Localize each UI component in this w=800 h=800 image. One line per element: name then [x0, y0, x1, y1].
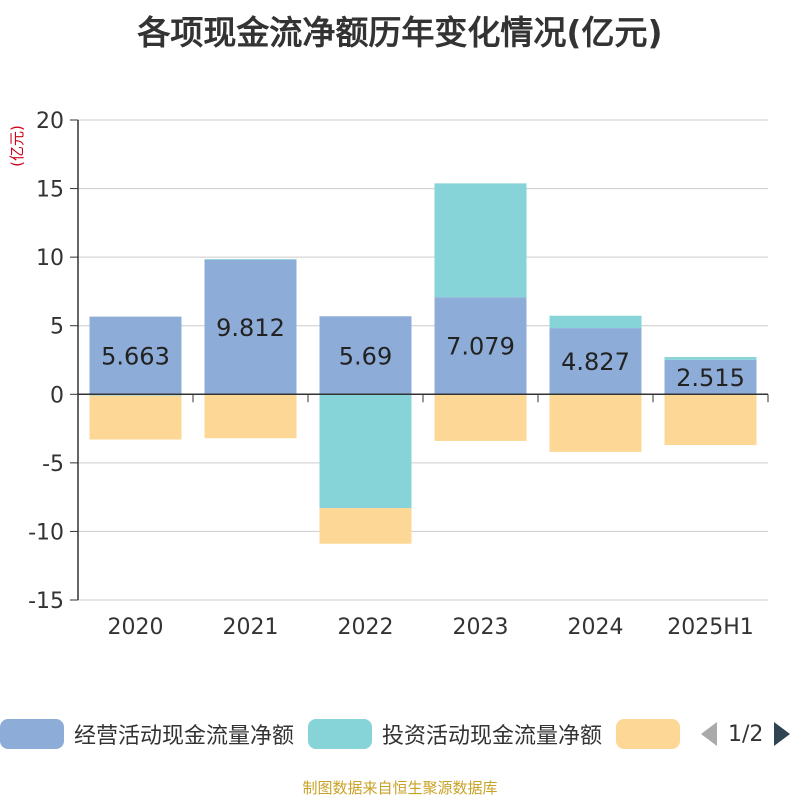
- bar-2021-series-2[interactable]: [204, 394, 297, 439]
- source-note: 制图数据来自恒生聚源数据库: [302, 779, 498, 797]
- legend-swatch-operating: [0, 719, 64, 749]
- bar-2022-series-2[interactable]: [319, 508, 412, 544]
- x-tick-label: 2023: [453, 615, 509, 640]
- bar-2024-series-0[interactable]: [549, 328, 642, 395]
- bars: [89, 183, 757, 544]
- legend-next-icon[interactable]: [773, 720, 791, 748]
- bar-2023-series-1[interactable]: [434, 183, 527, 298]
- data-label: 9.812: [216, 314, 285, 342]
- bar-2025H1-series-2[interactable]: [664, 394, 757, 446]
- y-axis-label: (亿元): [8, 125, 26, 167]
- legend-swatch-investing: [308, 719, 373, 749]
- legend-pager: 1/2: [700, 716, 791, 752]
- bar-2020-series-0[interactable]: [89, 316, 182, 395]
- x-tick-label: 2022: [338, 615, 394, 640]
- legend-label-operating: 经营活动现金流量净额: [74, 724, 295, 749]
- bar-2024-series-2[interactable]: [549, 394, 642, 452]
- legend-prev-icon[interactable]: [700, 720, 718, 748]
- x-tick-label: 2020: [108, 615, 164, 640]
- y-tick-label: -5: [42, 452, 64, 477]
- legend: 经营活动现金流量净额 投资活动现金流量净额: [0, 716, 704, 752]
- bar-2025H1-series-1[interactable]: [664, 357, 757, 360]
- legend-item-investing[interactable]: 投资活动现金流量净额: [308, 718, 602, 750]
- bar-2020-series-2[interactable]: [89, 395, 182, 440]
- bar-2024-series-1[interactable]: [549, 315, 642, 329]
- bar-2025H1-series-0[interactable]: [664, 359, 757, 395]
- x-tick-label: 2025H1: [667, 615, 754, 640]
- data-label: 5.663: [101, 342, 170, 370]
- legend-item-operating[interactable]: 经营活动现金流量净额: [0, 718, 294, 750]
- y-tick-label: -15: [28, 589, 64, 614]
- bar-2023-series-0[interactable]: [434, 297, 527, 395]
- legend-item-financing[interactable]: [616, 719, 690, 749]
- legend-swatch-financing: [616, 719, 681, 749]
- y-tick-label: 10: [36, 246, 64, 271]
- data-label: 5.69: [339, 342, 392, 370]
- x-tick-label: 2024: [568, 615, 624, 640]
- y-tick-label: -10: [28, 520, 64, 545]
- legend-page-indicator: 1/2: [728, 721, 764, 747]
- legend-label-investing: 投资活动现金流量净额: [382, 724, 603, 749]
- y-tick-label: 15: [36, 178, 64, 203]
- bar-2021-series-0[interactable]: [204, 259, 297, 395]
- y-tick-label: 20: [36, 109, 64, 134]
- data-label: 4.827: [561, 348, 630, 376]
- bar-2021-series-1[interactable]: [204, 259, 297, 260]
- data-labels: 5.663 9.812 5.69 7.079 4.827 2.515: [101, 314, 745, 392]
- bar-2023-series-2[interactable]: [434, 394, 527, 441]
- y-tick-label: 5: [50, 315, 64, 340]
- y-tick-label: 0: [50, 383, 64, 408]
- grid-lines: [78, 119, 768, 601]
- bar-2022-series-1[interactable]: [319, 394, 412, 509]
- data-label: 2.515: [676, 364, 745, 392]
- x-tick-label: 2021: [223, 615, 279, 640]
- bar-2022-series-0[interactable]: [319, 316, 412, 395]
- data-label: 7.079: [446, 333, 515, 361]
- chart-title: 各项现金流净额历年变化情况(亿元): [137, 13, 663, 52]
